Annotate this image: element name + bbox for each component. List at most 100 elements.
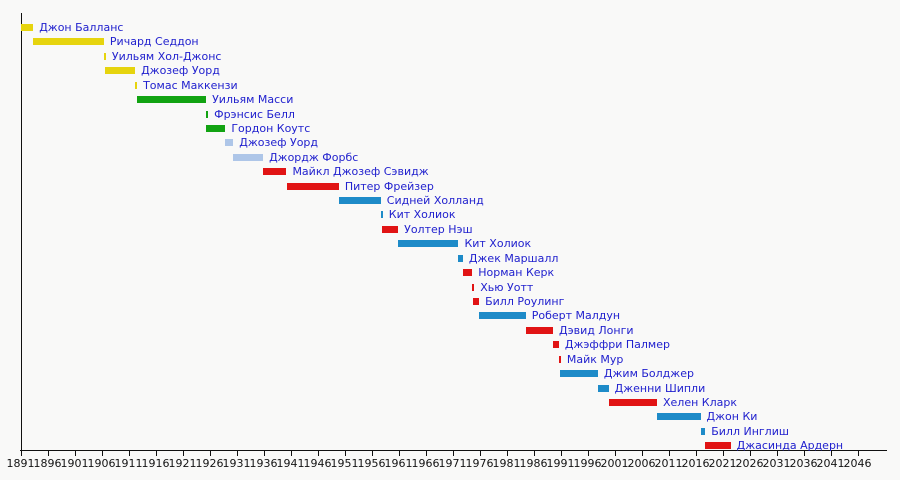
term-bar <box>553 341 559 349</box>
term-bar <box>559 370 598 378</box>
term-label: Хью Уотт <box>480 280 534 294</box>
term-label: Джозеф Уорд <box>239 136 319 150</box>
axis-tick <box>695 450 697 456</box>
term-bar <box>225 139 234 147</box>
term-bar <box>462 269 473 277</box>
term-label: Джон Балланс <box>39 21 124 34</box>
axis-tick <box>506 450 508 456</box>
axis-tick <box>560 450 562 456</box>
term-bar <box>263 168 287 176</box>
term-bar <box>558 355 561 363</box>
term-label: Майкл Джозеф Сэвидж <box>292 165 429 179</box>
axis-tick-label: 1966 <box>411 457 440 470</box>
term-bar <box>286 182 339 190</box>
term-label: Уильям Хол-Джонс <box>111 49 222 63</box>
axis-tick-label: 1981 <box>492 457 521 470</box>
y-axis-line <box>21 13 22 451</box>
axis-tick <box>668 450 670 456</box>
term-label: Джон Ки <box>706 410 758 424</box>
axis-tick <box>236 450 238 456</box>
axis-tick <box>182 450 184 456</box>
term-label: Джэффри Палмер <box>564 338 670 352</box>
axis-tick-label: 1961 <box>384 457 413 470</box>
axis-tick <box>425 450 427 456</box>
term-label: Джим Болджер <box>603 367 694 381</box>
term-bar <box>103 52 106 60</box>
axis-tick <box>317 450 319 456</box>
term-bar <box>472 297 480 305</box>
axis-tick <box>128 450 130 456</box>
axis-tick <box>587 450 589 456</box>
term-label: Питер Фрейзер <box>344 179 434 193</box>
term-bar <box>472 283 475 291</box>
axis-tick-label: 2001 <box>600 457 629 470</box>
term-bar <box>700 427 706 435</box>
axis-tick-label: 1941 <box>276 457 305 470</box>
term-bar <box>20 24 34 31</box>
axis-tick <box>857 450 859 456</box>
term-bar <box>380 211 383 219</box>
axis-tick <box>371 450 373 456</box>
term-bar <box>206 124 226 132</box>
axis-tick-label: 1976 <box>465 457 494 470</box>
axis-tick <box>344 450 346 456</box>
axis-tick-label: 2036 <box>789 457 818 470</box>
term-label: Норман Керк <box>478 266 555 280</box>
x-axis-line <box>20 450 887 451</box>
axis-tick-label: 2006 <box>627 457 656 470</box>
axis-tick-label: 2031 <box>762 457 791 470</box>
axis-tick-label: 1911 <box>114 457 143 470</box>
term-bar <box>136 96 207 104</box>
axis-tick <box>101 450 103 456</box>
axis-tick-label: 2021 <box>708 457 737 470</box>
axis-tick-label: 1931 <box>222 457 251 470</box>
axis-tick <box>722 450 724 456</box>
axis-tick <box>479 450 481 456</box>
term-label: Дженни Шипли <box>614 381 706 395</box>
axis-tick <box>209 450 211 456</box>
axis-tick-label: 1916 <box>141 457 170 470</box>
axis-tick-label: 2016 <box>681 457 710 470</box>
axis-tick-label: 1946 <box>303 457 332 470</box>
term-bar <box>233 153 264 161</box>
axis-tick-label: 1906 <box>87 457 116 470</box>
axis-tick-label: 1951 <box>330 457 359 470</box>
axis-tick-label: 1926 <box>195 457 224 470</box>
axis-tick <box>20 450 22 456</box>
term-bar <box>597 384 609 392</box>
axis-tick <box>398 450 400 456</box>
term-label: Дэвид Лонги <box>559 323 634 337</box>
axis-tick <box>803 450 805 456</box>
term-bar <box>206 110 209 118</box>
axis-tick <box>47 450 49 456</box>
axis-tick-label: 1901 <box>60 457 89 470</box>
axis-tick-label: 1971 <box>438 457 467 470</box>
axis-tick-label: 2041 <box>816 457 845 470</box>
axis-tick-label: 1986 <box>519 457 548 470</box>
axis-tick <box>641 450 643 456</box>
term-bar <box>479 312 526 320</box>
axis-tick <box>452 450 454 456</box>
term-label: Сидней Холланд <box>386 194 484 208</box>
axis-tick <box>830 450 832 456</box>
term-label: Джордж Форбс <box>269 150 359 164</box>
term-label: Майк Мур <box>566 352 624 366</box>
axis-tick <box>290 450 292 456</box>
axis-tick-label: 2046 <box>843 457 872 470</box>
term-label: Уильям Масси <box>212 93 294 107</box>
axis-tick-label: 1896 <box>33 457 62 470</box>
term-label: Джозеф Уорд <box>141 64 220 78</box>
term-label: Кит Холиок <box>464 237 532 251</box>
axis-tick <box>614 450 616 456</box>
term-bar <box>33 38 104 46</box>
term-label: Хелен Кларк <box>662 395 737 409</box>
term-label: Гордон Коутс <box>231 121 311 135</box>
term-bar <box>656 413 701 421</box>
axis-tick-label: 2011 <box>654 457 683 470</box>
axis-tick <box>155 450 157 456</box>
term-bar <box>398 240 459 248</box>
term-label: Ричард Седдон <box>109 35 199 49</box>
term-bar <box>135 81 138 89</box>
term-label: Томас Маккензи <box>143 78 238 92</box>
